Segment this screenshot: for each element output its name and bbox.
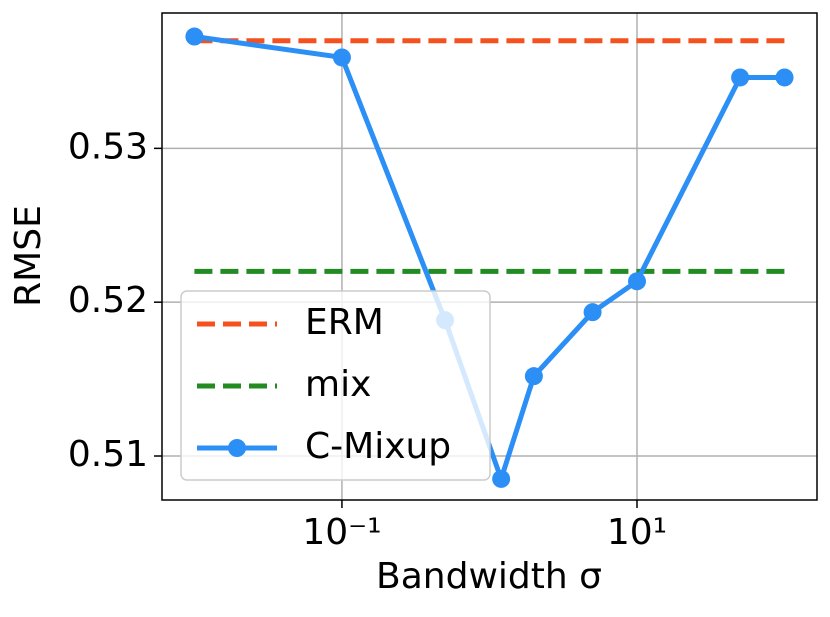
point <box>185 27 204 46</box>
y-tick-label: 0.53 <box>68 126 148 167</box>
point <box>524 367 543 386</box>
x-tick-label: 10⁻¹ <box>302 512 381 553</box>
point <box>775 68 794 87</box>
legend-label: C-Mixup <box>305 426 451 467</box>
point <box>731 68 750 87</box>
x-tick-label: 10¹ <box>607 512 667 553</box>
x-axis-label: Bandwidth σ <box>376 556 602 597</box>
legend-label: mix <box>305 364 371 405</box>
plot-frame <box>161 12 818 501</box>
point <box>583 303 602 322</box>
point <box>492 469 511 488</box>
point <box>332 48 351 67</box>
legend: ERM mix C-Mixup <box>180 290 491 481</box>
legend-marker <box>228 439 246 457</box>
legend-label: ERM <box>305 302 384 343</box>
y-axis-label: RMSE <box>8 205 49 307</box>
legend-box <box>180 290 491 481</box>
point <box>627 272 646 291</box>
y-tick-label: 0.52 <box>68 280 148 321</box>
y-tick-label: 0.51 <box>68 434 148 475</box>
